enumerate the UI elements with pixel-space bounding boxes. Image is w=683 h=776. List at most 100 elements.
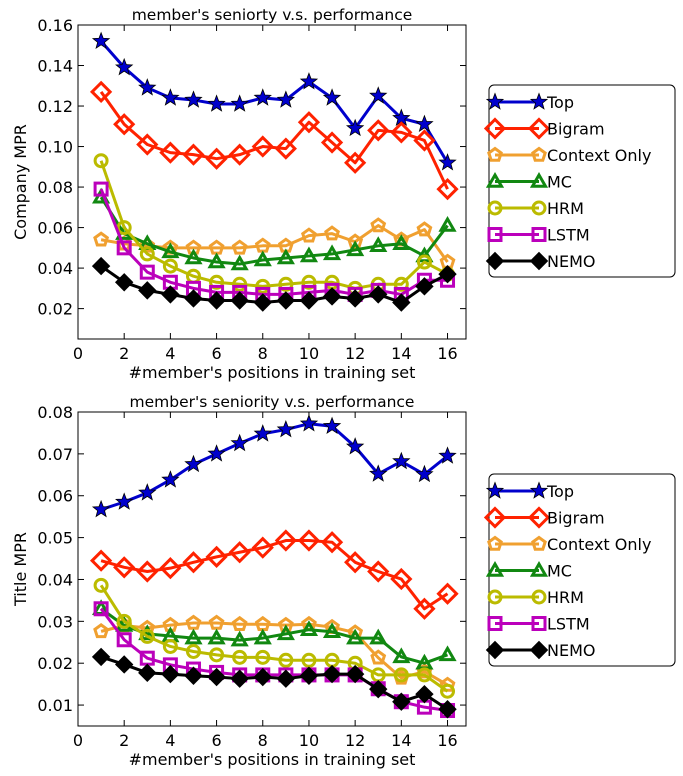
data-point [299, 72, 319, 90]
x-tick-label: 12 [345, 731, 365, 750]
data-point [138, 78, 157, 96]
data-point [322, 416, 342, 435]
y-tick-label: 0.02 [37, 300, 73, 319]
data-point [436, 177, 459, 201]
x-tick-label: 16 [437, 344, 457, 363]
legend: Top Bigram Context Only MC HRM LSTM NEMO [483, 473, 676, 667]
legend-marker [531, 227, 547, 242]
series-line [99, 196, 449, 266]
legend-marker [529, 172, 549, 188]
data-point [322, 664, 342, 684]
series-nemo [91, 256, 457, 312]
data-point [367, 119, 390, 142]
legend-marker [529, 481, 549, 499]
data-point [347, 233, 364, 249]
data-point [161, 285, 180, 304]
data-point [322, 88, 342, 106]
data-point [299, 246, 319, 263]
data-point [416, 254, 432, 270]
series-line [100, 607, 449, 665]
data-point [415, 464, 434, 483]
data-point [207, 94, 226, 112]
x-tick-label: 14 [391, 344, 411, 363]
data-point [393, 667, 409, 683]
legend-label: LSTM [547, 615, 590, 634]
data-point [136, 133, 159, 156]
legend-item: Bigram [483, 506, 605, 529]
data-point [369, 86, 388, 104]
data-point [91, 31, 111, 49]
data-point [390, 121, 413, 144]
data-point [209, 647, 225, 663]
data-point [91, 499, 111, 518]
legend-label: Bigram [547, 120, 605, 139]
data-point [253, 628, 272, 645]
data-point [207, 444, 226, 462]
data-point [231, 615, 248, 632]
legend-marker [485, 172, 505, 188]
data-point [345, 664, 365, 684]
data-point [440, 683, 456, 699]
y-tick-label: 0.04 [37, 259, 73, 278]
data-point [413, 597, 436, 620]
data-point [207, 667, 226, 687]
series-line [99, 584, 449, 693]
company-mpr-panel: member's seniorty v.s. performance #memb… [11, 6, 676, 382]
data-point [138, 281, 157, 300]
legend-item: LSTM [487, 226, 590, 245]
data-point [369, 464, 388, 482]
data-point [253, 667, 272, 687]
y-tick-label: 0.04 [37, 570, 73, 589]
data-point [116, 632, 132, 648]
y-tick-label: 0.12 [37, 97, 73, 116]
x-tick-label: 4 [165, 344, 175, 363]
legend-item: Top [485, 92, 574, 112]
y-tick-label: 0.07 [37, 445, 73, 464]
legend-marker [531, 146, 547, 162]
data-point [301, 274, 317, 290]
x-tick-label: 6 [211, 731, 221, 750]
data-point [139, 628, 155, 644]
data-point [182, 143, 205, 166]
y-tick-label: 0.16 [37, 16, 73, 35]
data-point [253, 88, 272, 106]
y-tick-label: 0.06 [37, 219, 73, 238]
legend-item: Context Only [487, 146, 651, 165]
y-tick-label: 0.06 [37, 487, 73, 506]
series-line [100, 655, 449, 711]
legend-marker [531, 616, 547, 631]
title-mpr-panel: member's seniority v.s. performance #mem… [11, 393, 676, 769]
data-point [278, 276, 294, 292]
x-tick-label: 16 [437, 731, 457, 750]
legend-marker [529, 251, 549, 271]
legend-marker [485, 481, 505, 499]
legend-marker [485, 640, 505, 660]
data-point [278, 652, 294, 668]
data-point [232, 276, 248, 292]
data-point [207, 291, 226, 310]
data-point [113, 556, 136, 579]
data-point [231, 239, 248, 255]
data-point [369, 236, 388, 253]
legend-marker [487, 200, 503, 216]
series-line [100, 539, 449, 611]
x-tick-label: 0 [73, 344, 83, 363]
data-point [93, 601, 109, 617]
legend-marker [483, 117, 507, 140]
data-point [208, 614, 225, 630]
data-point [415, 684, 434, 704]
legend-item: NEMO [485, 251, 595, 271]
data-point [392, 692, 411, 711]
y-tick-label: 0.01 [37, 696, 73, 715]
legend-item: Bigram [483, 117, 605, 140]
data-point [184, 454, 203, 473]
data-point [251, 135, 274, 158]
legend: Top Bigram Context Only MC HRM LSTM NEMO [483, 84, 676, 278]
data-point [93, 153, 109, 169]
legend-marker [483, 506, 507, 529]
data-point [413, 129, 436, 152]
data-point [116, 613, 132, 629]
data-point [416, 221, 433, 237]
data-point [207, 628, 226, 645]
